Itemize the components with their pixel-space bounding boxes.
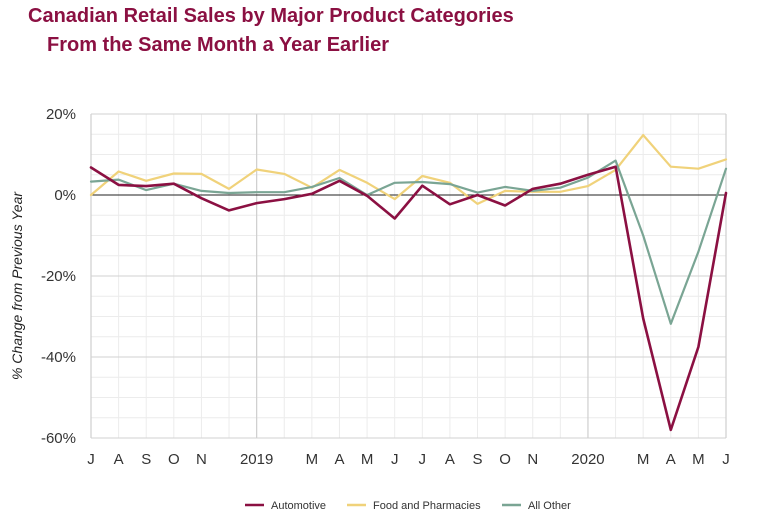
series-lines	[89, 134, 728, 432]
x-tick-label: N	[527, 451, 538, 468]
x-tick-label: A	[445, 451, 455, 468]
y-tick-label: 0%	[54, 187, 76, 204]
x-tick-label: J	[87, 451, 95, 468]
series-line-automotive	[89, 165, 728, 432]
x-tick-label: J	[419, 451, 427, 468]
y-tick-label: -60%	[41, 430, 76, 447]
x-tick-label: A	[666, 451, 676, 468]
y-tick-label: -40%	[41, 349, 76, 366]
x-tick-label: 2020	[571, 451, 604, 468]
x-tick-label: S	[473, 451, 483, 468]
series-line-food-and-pharmacies	[89, 134, 728, 205]
legend-label: Food and Pharmacies	[373, 500, 481, 512]
x-tick-label: N	[196, 451, 207, 468]
x-tick-label: M	[637, 451, 650, 468]
legend-label: Automotive	[271, 500, 326, 512]
y-axis-label: % Change from Previous Year	[9, 191, 25, 380]
chart-title-line-2: From the Same Month a Year Earlier	[47, 34, 389, 56]
y-axis-ticks: 20% 0% -20% -40% -60%	[41, 106, 76, 447]
x-tick-label: O	[168, 451, 180, 468]
y-tick-label: -20%	[41, 268, 76, 285]
major-gridlines	[90, 113, 727, 439]
x-axis-ticks: J A S O N 2019 M A M J J A S O N 2020 M A M J	[87, 451, 730, 468]
legend: Automotive Food and Pharmacies All Other	[245, 500, 571, 512]
chart-title: Canadian Retail Sales by Major Product C…	[28, 2, 514, 60]
x-tick-label: O	[499, 451, 511, 468]
x-tick-label: J	[722, 451, 730, 468]
x-tick-label: M	[306, 451, 319, 468]
x-tick-label: M	[361, 451, 374, 468]
x-tick-label: S	[141, 451, 151, 468]
y-tick-label: 20%	[46, 106, 76, 123]
x-tick-label: A	[334, 451, 344, 468]
legend-label: All Other	[528, 500, 571, 512]
x-tick-label: 2019	[240, 451, 273, 468]
x-tick-label: J	[391, 451, 399, 468]
x-tick-label: A	[114, 451, 124, 468]
chart-title-line-1: Canadian Retail Sales by Major Product C…	[28, 5, 514, 27]
series-line-all-other	[89, 159, 728, 325]
x-tick-label: M	[692, 451, 705, 468]
